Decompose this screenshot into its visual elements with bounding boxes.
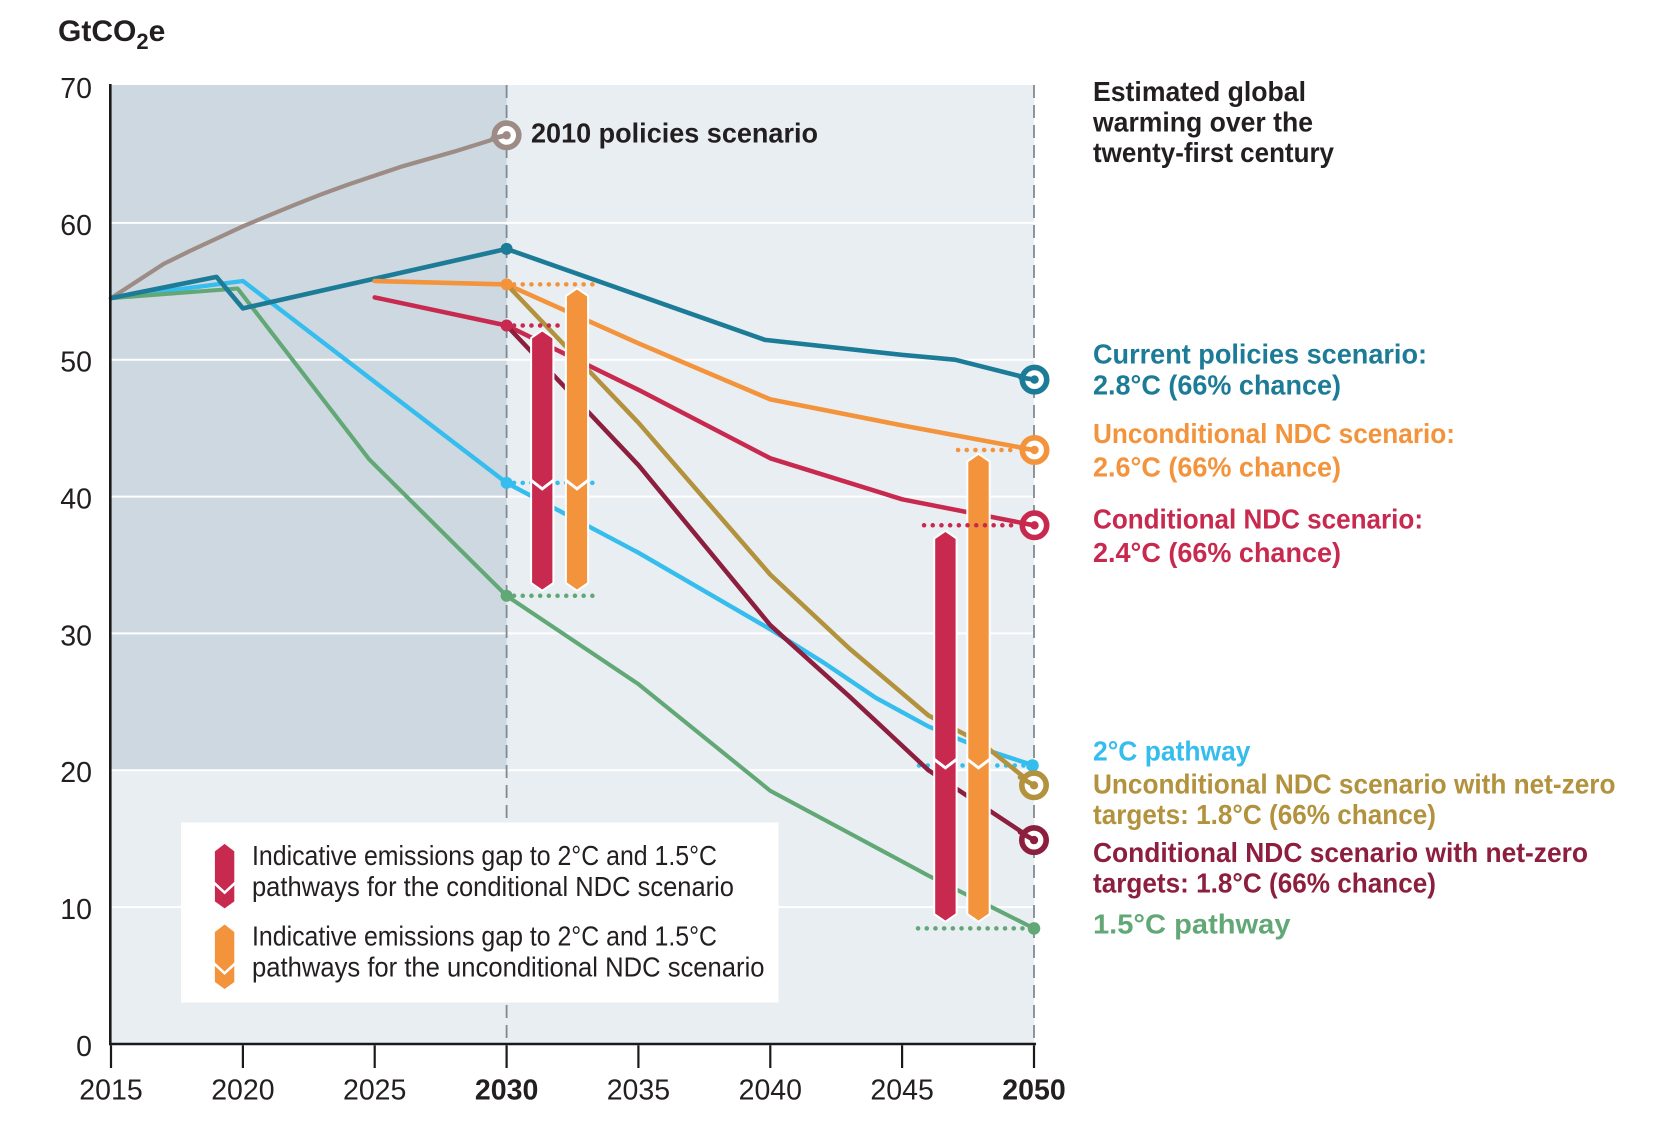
svg-text:2.8°C (66% chance): 2.8°C (66% chance) xyxy=(1093,370,1341,401)
svg-text:20: 20 xyxy=(60,757,92,789)
svg-text:0: 0 xyxy=(76,1031,92,1063)
svg-text:2.4°C (66% chance): 2.4°C (66% chance) xyxy=(1093,537,1341,568)
svg-text:pathways for the unconditional: pathways for the unconditional NDC scena… xyxy=(252,951,765,982)
svg-text:Estimated global: Estimated global xyxy=(1093,76,1306,107)
svg-text:warming over the: warming over the xyxy=(1092,106,1313,137)
svg-text:2.6°C (66% chance): 2.6°C (66% chance) xyxy=(1093,451,1341,482)
svg-text:2035: 2035 xyxy=(607,1075,670,1107)
svg-text:2040: 2040 xyxy=(739,1075,802,1107)
svg-text:Unconditional NDC scenario:: Unconditional NDC scenario: xyxy=(1093,418,1455,449)
svg-text:60: 60 xyxy=(60,210,92,242)
svg-text:2°C pathway: 2°C pathway xyxy=(1093,735,1251,766)
svg-text:2015: 2015 xyxy=(79,1075,142,1107)
svg-text:Indicative emissions gap to 2°: Indicative emissions gap to 2°C and 1.5°… xyxy=(252,840,717,871)
svg-text:40: 40 xyxy=(60,484,92,516)
svg-text:Conditional NDC scenario with: Conditional NDC scenario with net-zero xyxy=(1093,837,1588,868)
svg-text:Unconditional NDC scenario wit: Unconditional NDC scenario with net-zero xyxy=(1093,768,1616,799)
svg-text:50: 50 xyxy=(60,347,92,379)
svg-text:2025: 2025 xyxy=(343,1075,406,1107)
svg-text:2045: 2045 xyxy=(870,1075,933,1107)
svg-text:targets: 1.8°C (66% chance): targets: 1.8°C (66% chance) xyxy=(1093,799,1436,830)
svg-text:1.5°C pathway: 1.5°C pathway xyxy=(1093,908,1291,939)
svg-text:2020: 2020 xyxy=(211,1075,274,1107)
svg-text:pathways for the conditional N: pathways for the conditional NDC scenari… xyxy=(252,871,734,902)
svg-text:2010 policies scenario: 2010 policies scenario xyxy=(531,117,818,148)
svg-text:2030: 2030 xyxy=(475,1075,538,1107)
svg-text:Conditional NDC scenario:: Conditional NDC scenario: xyxy=(1093,504,1423,535)
svg-text:30: 30 xyxy=(60,620,92,652)
svg-text:10: 10 xyxy=(60,894,92,926)
svg-text:targets: 1.8°C (66% chance): targets: 1.8°C (66% chance) xyxy=(1093,867,1436,898)
svg-text:Current policies scenario:: Current policies scenario: xyxy=(1093,338,1427,369)
svg-text:2050: 2050 xyxy=(1002,1075,1065,1107)
svg-text:70: 70 xyxy=(60,73,92,105)
svg-text:Indicative emissions gap to 2°: Indicative emissions gap to 2°C and 1.5°… xyxy=(252,921,717,952)
svg-text:twenty-first century: twenty-first century xyxy=(1093,137,1335,168)
